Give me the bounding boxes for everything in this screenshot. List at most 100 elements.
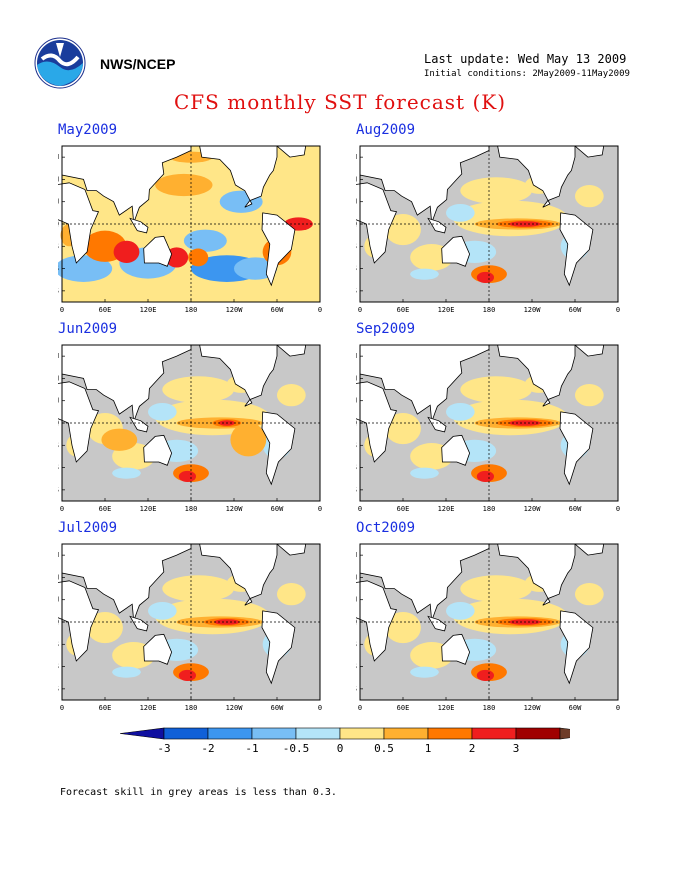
lat-label: EQ: [58, 618, 59, 626]
lat-label: 60S: [58, 486, 59, 494]
lon-label: 60E: [397, 704, 410, 712]
panel-title: Aug2009: [356, 122, 416, 138]
lat-label: EQ: [356, 618, 357, 626]
org-name: NWS/NCEP: [100, 56, 176, 72]
lon-label: 120E: [438, 505, 455, 513]
lon-label: 120E: [140, 505, 157, 513]
lat-label: EQ: [58, 419, 59, 427]
lat-label: 60S: [356, 486, 357, 494]
lat-label: 20S: [356, 441, 357, 449]
lat-label: EQ: [356, 220, 357, 228]
lat-label: EQ: [58, 220, 59, 228]
lon-label: 180: [483, 704, 496, 712]
colorbar-swatch: [383, 727, 429, 740]
lon-label: 60W: [569, 505, 582, 513]
lon-label: 60E: [99, 306, 112, 314]
panel-title: Jun2009: [58, 321, 118, 337]
lon-label: 0: [60, 306, 64, 314]
lat-label: 60N: [356, 352, 357, 360]
colorbar-swatch: [295, 727, 341, 740]
lat-label: 60N: [356, 551, 357, 559]
lon-label: 180: [185, 704, 198, 712]
lon-label: 180: [185, 505, 198, 513]
footnote: Forecast skill in grey areas is less tha…: [60, 787, 337, 798]
lon-label: 120W: [524, 306, 542, 314]
colorbar-swatch: [207, 727, 253, 740]
lon-label: 60W: [569, 704, 582, 712]
lon-label: 60E: [99, 505, 112, 513]
colorbar-swatch: [427, 727, 473, 740]
lat-label: 60S: [356, 685, 357, 693]
sst-map: 60N 40N 20N EQ 20S 40S 60S 0 60E 120E 180 120W 60W 0: [356, 145, 620, 314]
lon-label: 120E: [438, 704, 455, 712]
lat-label: 20N: [58, 198, 59, 206]
sst-map: 60N 40N 20N EQ 20S 40S 60S 0 60E 120E 180 120W 60W 0: [356, 344, 620, 513]
lon-label: 0: [616, 306, 620, 314]
sst-map: 60N 40N 20N EQ 20S 40S 60S 0 60E 120E 180 120W 60W 0: [58, 344, 322, 513]
map-panel-jun2009: Jun2009 60N 40N 20N EQ 20S 40S 60S 0 60E 120E 180 1…: [58, 321, 378, 513]
lon-label: 0: [616, 505, 620, 513]
panel-title: Jul2009: [58, 520, 118, 536]
lat-label: 40S: [356, 663, 357, 671]
lat-label: 60N: [58, 153, 59, 161]
colorbar-tick: 3: [513, 742, 520, 755]
lon-label: 0: [358, 306, 362, 314]
colorbar: -3 -2 -1 -0.5 0 0.5 1 2 3: [120, 727, 570, 755]
lon-label: 60W: [569, 306, 582, 314]
map-panel-may2009: May2009 60N 40N 20N EQ 20S 40S 60S 0 60E 120E 180 1…: [58, 122, 378, 314]
colorbar-swatch: [471, 727, 517, 740]
colorbar-swatch: [120, 727, 165, 740]
lon-label: 0: [358, 704, 362, 712]
lon-label: 120W: [524, 704, 542, 712]
lon-label: 120E: [438, 306, 455, 314]
lat-label: 40N: [58, 374, 59, 382]
lat-label: 20S: [356, 242, 357, 250]
lat-label: 60S: [58, 287, 59, 295]
lon-label: 60E: [99, 704, 112, 712]
colorbar-tick: -3: [157, 742, 170, 755]
last-update: Last update: Wed May 13 2009: [424, 52, 627, 66]
lat-label: 40S: [356, 265, 357, 273]
colorbar-swatch: [163, 727, 209, 740]
map-panel-aug2009: Aug2009 60N 40N 20N EQ 20S 40S 60S 0 60E 120E 180 1…: [356, 122, 676, 314]
panel-title: Sep2009: [356, 321, 416, 337]
lat-label: 60S: [58, 685, 59, 693]
lon-label: 0: [616, 704, 620, 712]
sst-map: 60N 40N 20N EQ 20S 40S 60S 0 60E 120E 180 120W 60W 0: [58, 145, 322, 314]
colorbar-swatch: [339, 727, 385, 740]
colorbar-swatch: [251, 727, 297, 740]
lon-label: 60E: [397, 306, 410, 314]
lat-label: 20S: [356, 640, 357, 648]
panel-title: Oct2009: [356, 520, 416, 536]
sst-map: 60N 40N 20N EQ 20S 40S 60S 0 60E 120E 180 120W 60W 0: [356, 543, 620, 712]
lon-label: 120W: [226, 704, 244, 712]
lon-label: 180: [483, 505, 496, 513]
lon-label: 0: [318, 704, 322, 712]
lon-label: 0: [318, 306, 322, 314]
lat-label: 40N: [356, 374, 357, 382]
colorbar-tick: 1: [425, 742, 432, 755]
sst-map: 60N 40N 20N EQ 20S 40S 60S 0 60E 120E 180 120W 60W 0: [58, 543, 322, 712]
lon-label: 60W: [271, 505, 284, 513]
lon-label: 120E: [140, 704, 157, 712]
colorbar-tick: -0.5: [283, 742, 310, 755]
panel-title: May2009: [58, 122, 118, 138]
lon-label: 120W: [524, 505, 542, 513]
lat-label: 20N: [356, 198, 357, 206]
lat-label: 60N: [58, 551, 59, 559]
lon-label: 0: [358, 505, 362, 513]
lat-label: 20S: [58, 441, 59, 449]
lon-label: 0: [318, 505, 322, 513]
colorbar-tick: -1: [245, 742, 258, 755]
lat-label: 60N: [356, 153, 357, 161]
lat-label: 40N: [356, 573, 357, 581]
lat-label: 40S: [58, 663, 59, 671]
lon-label: 0: [60, 704, 64, 712]
map-panel-oct2009: Oct2009 60N 40N 20N EQ 20S 40S 60S 0 60E 120E 180 1…: [356, 520, 676, 712]
colorbar-tick: 2: [469, 742, 476, 755]
lat-label: 20N: [356, 397, 357, 405]
lat-label: 40S: [58, 464, 59, 472]
colorbar-swatch: [559, 727, 570, 740]
lon-label: 60W: [271, 306, 284, 314]
lat-label: EQ: [356, 419, 357, 427]
